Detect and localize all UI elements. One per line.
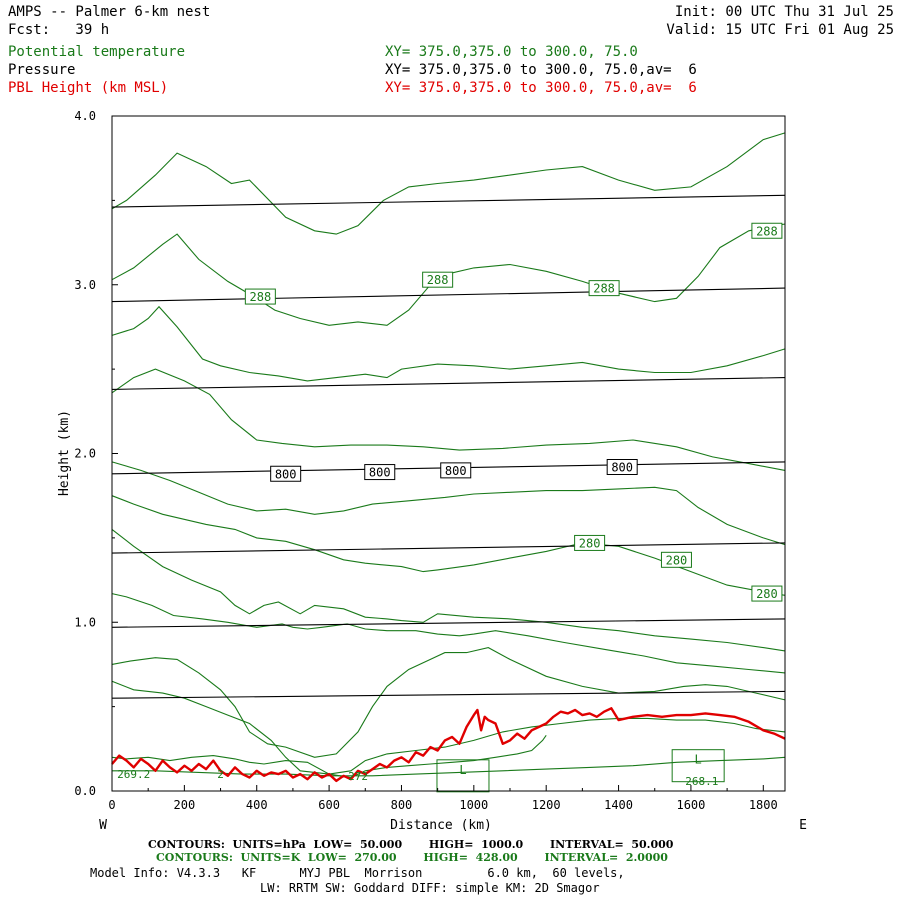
- theta-contour-label: 280: [579, 536, 601, 550]
- pbl-line: [111, 707, 786, 783]
- y-tick-label: 3.0: [74, 278, 96, 292]
- x-tick-label: 1800: [749, 798, 778, 812]
- y-axis-label: Height (km): [57, 410, 72, 496]
- plot-frame: [111, 115, 786, 792]
- x-tick-label: 1200: [532, 798, 561, 812]
- theta-contour-label: 288: [593, 282, 615, 296]
- pressure-contour-label: 800: [611, 461, 633, 475]
- pressure-contour-label-box: [440, 462, 472, 479]
- x-tick-label: 1600: [676, 798, 705, 812]
- forecast-hour: Fcst: 39 h: [8, 22, 110, 38]
- theta-contour-label: 280: [756, 587, 778, 601]
- x-tick-label: 600: [318, 798, 340, 812]
- theta-contour-2: [111, 305, 786, 382]
- pressure-contour-2: [111, 542, 786, 554]
- low-marker-box: [671, 749, 725, 783]
- low-marker-box: [436, 759, 490, 793]
- field3-name: PBL Height (km MSL): [8, 80, 169, 96]
- field1-name: Potential temperature: [8, 44, 186, 60]
- field2-xy: XY= 375.0,375.0 to 300.0, 75.0,av= 6: [385, 62, 697, 78]
- theta-min-value: 268.1: [685, 775, 718, 788]
- theta-contour-6: [111, 528, 786, 652]
- theta-min-value: 2: [217, 768, 224, 781]
- pressure-contour-1: [111, 618, 786, 628]
- low-marker: L: [459, 763, 466, 777]
- init-time: Init: 00 UTC Thu 31 Jul 25: [674, 4, 894, 20]
- pressure-contour-5: [111, 287, 786, 303]
- field3-xy: XY= 375.0,375.0 to 300.0, 75.0,av= 6: [385, 80, 697, 96]
- contour-labels: 288 288 288 288 280 280 280 800 800 800 800 L L 269.2…: [117, 222, 783, 793]
- pbl-height-line: [111, 707, 786, 783]
- x-tick-label: 0: [108, 798, 115, 812]
- theta-contour-label-box: [660, 551, 692, 568]
- pressure-contour-label: 800: [369, 466, 391, 480]
- y-tick-label: 2.0: [74, 447, 96, 461]
- axis-ticks: 0 200 400 600 800 1000 1200 1400 1600 1800 0.0 1.0 2…: [74, 109, 777, 812]
- theta-contour-label-box: [422, 271, 454, 288]
- theta-contour-0: [111, 132, 786, 235]
- theta-contour-9: [111, 680, 786, 775]
- pressure-contour-0: [111, 690, 786, 699]
- theta-contour-label-box: [751, 585, 783, 602]
- footer-physics: LW: RRTM SW: Goddard DIFF: simple KM: 2D…: [260, 881, 600, 895]
- x-tick-label: 1000: [459, 798, 488, 812]
- theta-contour-label-box: [244, 288, 276, 305]
- footer-theta-contours: CONTOURS: UNITS=K LOW= 270.00 HIGH= 428.…: [156, 851, 668, 864]
- theta-contour-1: [111, 223, 786, 326]
- east-label: E: [799, 818, 807, 833]
- x-tick-label: 200: [174, 798, 196, 812]
- y-tick-label: 0.0: [74, 784, 96, 798]
- theta-min-value: 269.2: [117, 768, 150, 781]
- theta-min-value: 272: [348, 770, 368, 783]
- theta-contours: [111, 132, 786, 779]
- theta-contour-4: [111, 461, 786, 546]
- pressure-contour-label-box: [606, 459, 638, 475]
- west-label: W: [99, 818, 107, 833]
- pressure-contour-label: 800: [275, 467, 297, 481]
- pressure-contour-4: [111, 377, 786, 390]
- theta-contour-label: 288: [250, 290, 272, 304]
- theta-contour-8: [111, 647, 786, 758]
- theta-contour-label: 288: [427, 273, 449, 287]
- theta-contour-label: 288: [756, 224, 778, 238]
- pressure-contour-label: 800: [445, 464, 467, 478]
- theta-contour-label-box: [574, 534, 606, 551]
- pressure-contour-label-box: [364, 464, 396, 481]
- theta-contour-5: [111, 495, 786, 596]
- theta-contour-label: 280: [666, 553, 688, 567]
- x-tick-label: 1400: [604, 798, 633, 812]
- x-axis-label: Distance (km): [390, 818, 492, 833]
- field2-name: Pressure: [8, 62, 76, 78]
- field1-xy: XY= 375.0,375.0 to 300.0, 75.0: [385, 44, 638, 60]
- x-tick-label: 800: [391, 798, 413, 812]
- theta-contour-3: [111, 368, 786, 471]
- low-marker: L: [695, 753, 702, 767]
- y-tick-label: 4.0: [74, 109, 96, 123]
- x-tick-label: 400: [246, 798, 268, 812]
- pressure-contour-label-box: [270, 465, 302, 482]
- theta-contour-11: [112, 756, 786, 777]
- y-tick-label: 1.0: [74, 615, 96, 629]
- chart-title: AMPS -- Palmer 6-km nest: [8, 4, 211, 20]
- footer-model-info: Model Info: V4.3.3 KF MYJ PBL Morrison 6…: [90, 866, 625, 880]
- theta-contour-7: [111, 593, 786, 674]
- pressure-contour-6: [111, 194, 786, 208]
- footer-pressure-contours: CONTOURS: UNITS=hPa LOW= 50.000 HIGH= 10…: [148, 838, 674, 851]
- theta-contour-label-box: [588, 280, 620, 297]
- theta-contour-label-box: [751, 222, 783, 239]
- valid-time: Valid: 15 UTC Fri 01 Aug 25: [666, 22, 894, 38]
